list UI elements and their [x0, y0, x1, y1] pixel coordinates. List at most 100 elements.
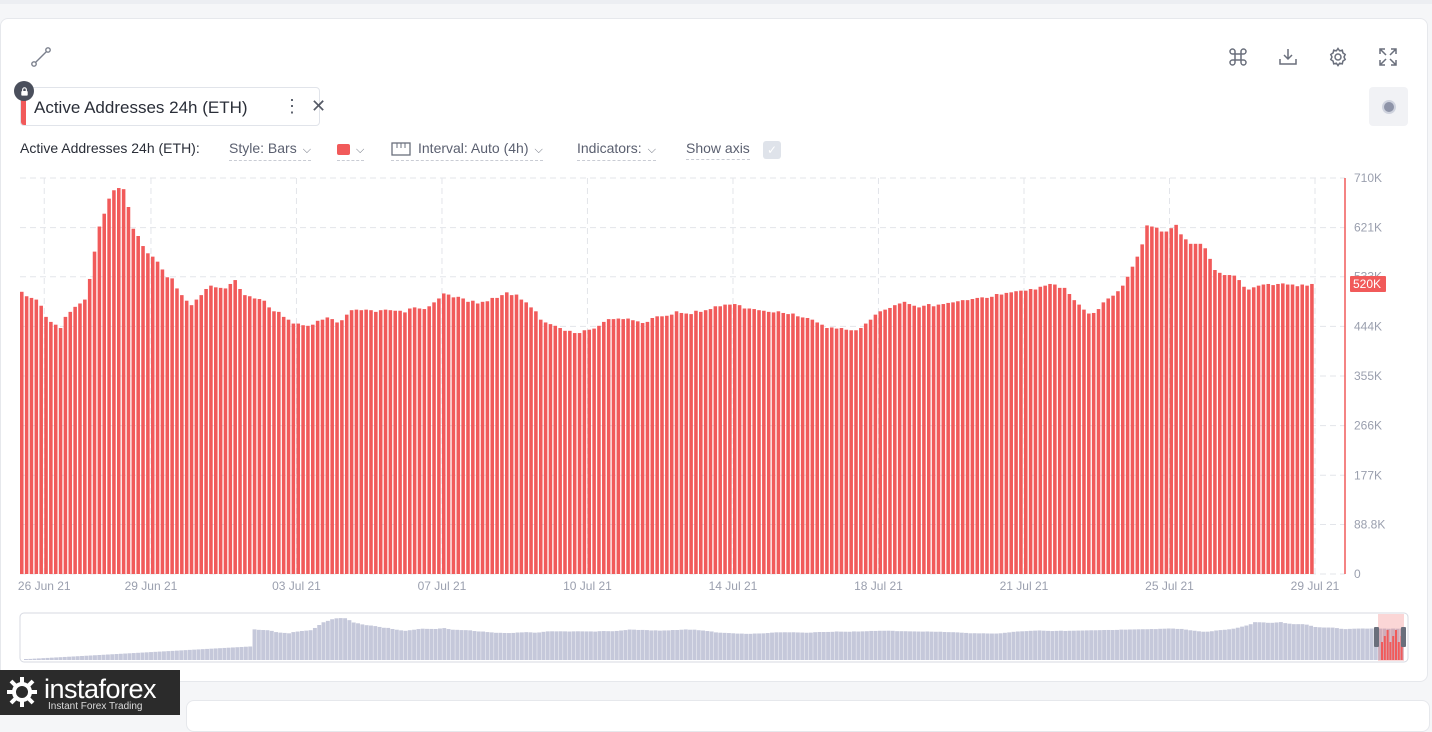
bar	[1232, 275, 1237, 574]
bar	[20, 291, 24, 574]
record-dot-icon	[1381, 99, 1396, 114]
bar	[956, 301, 960, 574]
navigator-bar	[1024, 631, 1029, 660]
navigator-bar	[243, 646, 248, 660]
navigator-bar	[269, 630, 274, 660]
navigator-bar	[1287, 623, 1292, 660]
navigator-bar	[162, 651, 166, 660]
chevron-down-icon: ⌵	[302, 144, 312, 156]
show-axis-checkbox[interactable]: ✓	[763, 141, 781, 159]
navigator-bar	[645, 630, 649, 660]
bar	[480, 301, 485, 574]
navigator-bar	[472, 631, 477, 660]
navigator-bar	[632, 629, 636, 660]
navigator-bar	[662, 630, 667, 660]
interval-dropdown[interactable]: Interval: Auto (4h) ⌵	[391, 140, 543, 161]
toolbar-title: Active Addresses 24h (ETH):	[20, 140, 200, 156]
navigator-bar	[1149, 629, 1154, 660]
navigator-bar	[494, 632, 498, 660]
bar-chart: 088.8K177K266K355K444K533K621K710K520K 2…	[18, 171, 1409, 663]
navigator-bar	[295, 631, 300, 660]
bar	[1120, 285, 1125, 574]
navigator-bar	[179, 650, 184, 660]
indicators-dropdown[interactable]: Indicators: ⌵	[577, 140, 656, 161]
download-icon[interactable]	[1274, 43, 1302, 71]
navigator-bar	[942, 632, 947, 660]
navigator-bar	[1317, 627, 1322, 660]
bar	[548, 324, 553, 574]
navigator-bar	[347, 620, 352, 660]
navigator-bar	[196, 649, 201, 660]
navigator-bar	[1270, 622, 1275, 660]
navigator-selected-bar	[1397, 642, 1400, 660]
navigator-bar	[903, 631, 908, 660]
metric-pill[interactable]: Active Addresses 24h (ETH) ⋮ ✕	[20, 87, 326, 126]
record-toggle-button[interactable]	[1369, 87, 1408, 126]
bar	[538, 319, 543, 574]
navigator-bar	[1300, 624, 1305, 660]
x-tick-label: 29 Jun 21	[125, 579, 178, 593]
navigator-bar	[425, 628, 429, 660]
navigator-bar	[274, 632, 279, 660]
y-tick-label: 88.8K	[1354, 517, 1385, 531]
line-tool-icon[interactable]	[27, 43, 55, 71]
navigator-bar	[131, 653, 136, 660]
navigator-bar	[97, 655, 102, 660]
navigator-bar	[463, 630, 468, 660]
metric-menu-button[interactable]: ⋮	[283, 96, 301, 116]
bar	[243, 295, 247, 574]
bar	[1053, 284, 1057, 574]
navigator-bar	[912, 631, 917, 660]
bar	[1251, 287, 1256, 574]
navigator-bar	[1115, 629, 1119, 660]
navigator-bar	[304, 630, 309, 660]
bar	[577, 333, 582, 574]
navigator-bar	[1054, 630, 1059, 660]
navigator-bar	[1188, 630, 1193, 660]
navigator-bar	[1309, 625, 1314, 660]
bar	[233, 280, 237, 574]
navigator-bar	[998, 633, 1003, 660]
bar	[214, 287, 218, 574]
bar	[897, 303, 902, 574]
bar	[466, 301, 470, 574]
settings-icon[interactable]	[1324, 43, 1352, 71]
navigator-bar	[218, 648, 222, 660]
command-icon[interactable]	[1224, 43, 1252, 71]
navigator-bar	[783, 632, 787, 660]
color-dropdown[interactable]: ⌵	[337, 140, 365, 161]
navigator-bar	[136, 652, 141, 660]
bar	[1222, 275, 1227, 574]
navigator-bar	[994, 633, 999, 660]
bar	[1310, 283, 1314, 574]
bar	[742, 308, 747, 574]
navigator-bar	[623, 630, 628, 660]
navigator-bar	[1140, 629, 1145, 660]
navigator-bar	[726, 633, 731, 660]
navigator-bar	[1231, 628, 1236, 660]
style-dropdown[interactable]: Style: Bars ⌵	[229, 140, 312, 161]
bar	[936, 304, 941, 574]
navigator-bar	[317, 624, 322, 660]
navigator-bar	[24, 659, 28, 660]
bar	[699, 311, 703, 574]
bar	[587, 329, 592, 574]
fullscreen-icon[interactable]	[1374, 43, 1402, 71]
bar	[281, 316, 286, 574]
bar	[800, 317, 805, 574]
navigator-bar	[951, 632, 956, 660]
navigator-bar	[1063, 630, 1068, 660]
navigator-bar	[1106, 629, 1111, 660]
navigator-bar	[343, 618, 348, 660]
bar	[990, 296, 994, 574]
navigator-bar	[153, 651, 158, 660]
navigator-bar	[916, 631, 921, 660]
navigator-bar	[679, 629, 684, 660]
navigator-bar	[1343, 629, 1348, 660]
navigator-bar	[455, 629, 460, 660]
bar	[747, 308, 752, 574]
bar	[626, 318, 630, 574]
bar	[965, 300, 970, 574]
color-swatch	[337, 143, 350, 155]
metric-remove-button[interactable]: ✕	[311, 96, 327, 116]
